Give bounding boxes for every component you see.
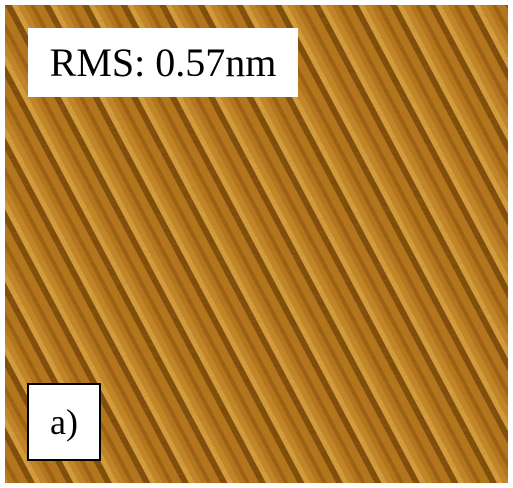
page: RMS: 0.57nm a) (() => { const data = JSO… xyxy=(0,0,513,488)
panel-label: a) xyxy=(27,383,101,461)
rms-label: RMS: 0.57nm xyxy=(28,28,298,97)
